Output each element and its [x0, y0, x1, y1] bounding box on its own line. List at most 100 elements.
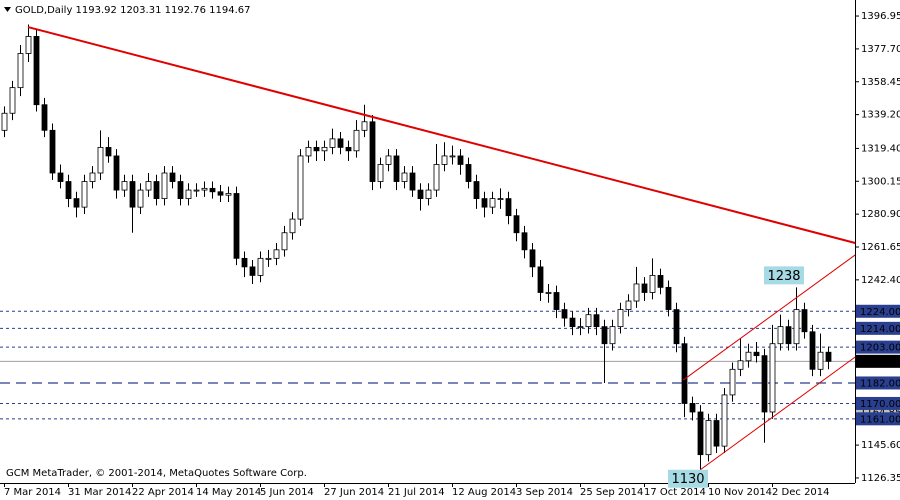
candle-body — [585, 314, 592, 328]
y-tick-label: 1126.35 — [861, 473, 900, 484]
level-label: 1170.00 — [860, 399, 900, 410]
candle-body — [361, 121, 368, 131]
level-label: 1161.00 — [860, 414, 900, 425]
x-tick-label: 14 May 2014 — [196, 487, 261, 498]
candle-body — [641, 283, 648, 293]
candle-body — [801, 309, 808, 333]
candle-body — [785, 326, 792, 345]
candle-body — [49, 129, 56, 174]
annotation-box — [764, 266, 804, 285]
candle-body — [537, 266, 544, 293]
candle-body — [425, 189, 432, 200]
candle-body — [825, 351, 832, 362]
candle-body — [201, 187, 208, 191]
candle-body — [793, 309, 800, 345]
candle-body — [729, 368, 736, 396]
candle-body — [705, 420, 712, 456]
annotation-label: 1130 — [671, 472, 704, 487]
candle-body — [97, 146, 104, 174]
x-tick-label: 10 Nov 2014 — [708, 487, 772, 498]
candle-body — [17, 53, 24, 89]
candle-body — [33, 36, 40, 106]
level-label-box — [856, 412, 900, 426]
x-tick-label: 5 Jun 2014 — [260, 487, 314, 498]
y-tick-label: 1358.45 — [861, 77, 900, 88]
candle-body — [473, 181, 480, 200]
candle-body — [241, 257, 248, 268]
candle-body — [129, 181, 136, 208]
x-tick-label: 31 Mar 2014 — [68, 487, 131, 498]
candle-body — [41, 104, 48, 131]
candle-body — [553, 292, 560, 310]
candle-body — [625, 300, 632, 310]
candle-body — [769, 343, 776, 413]
y-tick-label: 1261.65 — [861, 242, 900, 253]
level-label: 1214.00 — [860, 324, 900, 335]
candle-body — [409, 172, 416, 191]
candle-body — [81, 181, 88, 208]
candle-body — [281, 232, 288, 251]
candle-body — [305, 146, 312, 157]
candle-body — [481, 198, 488, 208]
level-label-box — [856, 354, 900, 368]
menu-icon[interactable] — [4, 7, 11, 12]
candle-body — [809, 331, 816, 370]
candle-body — [233, 193, 240, 259]
candle-body — [249, 266, 256, 276]
y-tick-label: 1145.60 — [861, 440, 900, 451]
candle-body — [721, 394, 728, 447]
level-label-box — [856, 376, 900, 390]
y-tick-label: 1300.15 — [861, 176, 900, 187]
level-label: 1194.67 — [860, 357, 900, 368]
candle-body — [385, 155, 392, 165]
candle-body — [105, 146, 112, 157]
candle-body — [577, 326, 584, 329]
trendline — [27, 26, 856, 244]
candle-body — [489, 198, 496, 208]
candle-body — [417, 189, 424, 200]
candle-body — [633, 283, 640, 302]
x-tick-label: 7 Mar 2014 — [4, 487, 61, 498]
candle-body — [353, 129, 360, 152]
y-tick-label: 1396.95 — [861, 11, 900, 22]
level-label-box — [856, 321, 900, 335]
candle-body — [681, 343, 688, 404]
x-tick-label: 2 Dec 2014 — [772, 487, 830, 498]
level-label: 1224.00 — [860, 307, 900, 318]
candle-body — [393, 155, 400, 182]
candle-body — [529, 249, 536, 268]
candle-body — [665, 286, 672, 310]
annotation-label: 1238 — [767, 269, 800, 284]
candle-body — [817, 351, 824, 370]
candle-body — [169, 172, 176, 182]
candle-body — [745, 351, 752, 362]
footer: GCM MetaTrader, © 2001-2014, MetaQuotes … — [6, 468, 307, 479]
candle-body — [121, 181, 128, 191]
candle-body — [257, 257, 264, 276]
candle-body — [73, 198, 80, 208]
candle-body — [521, 232, 528, 251]
x-tick-label: 12 Aug 2014 — [452, 487, 516, 498]
candle-body — [273, 249, 280, 259]
x-tick-label: 21 Jul 2014 — [388, 487, 445, 498]
trendline — [682, 254, 856, 381]
candle-body — [9, 87, 16, 114]
x-tick-label: 27 Jun 2014 — [324, 487, 384, 498]
candle-body — [657, 275, 664, 288]
candle-body — [713, 420, 720, 447]
candle-body — [297, 155, 304, 220]
candle-body — [329, 138, 336, 148]
candle-body — [145, 181, 152, 191]
candle-body — [25, 36, 32, 54]
candle-body — [177, 181, 184, 200]
candle-body — [113, 155, 120, 191]
candle-body — [777, 326, 784, 345]
x-tick-label: 25 Sep 2014 — [580, 487, 643, 498]
y-tick-label: 1280.90 — [861, 209, 900, 220]
candle-body — [609, 326, 616, 345]
x-tick-label: 17 Oct 2014 — [644, 487, 706, 498]
candle-body — [513, 215, 520, 234]
y-tick-label: 1377.70 — [861, 44, 900, 55]
candle-body — [345, 146, 352, 152]
